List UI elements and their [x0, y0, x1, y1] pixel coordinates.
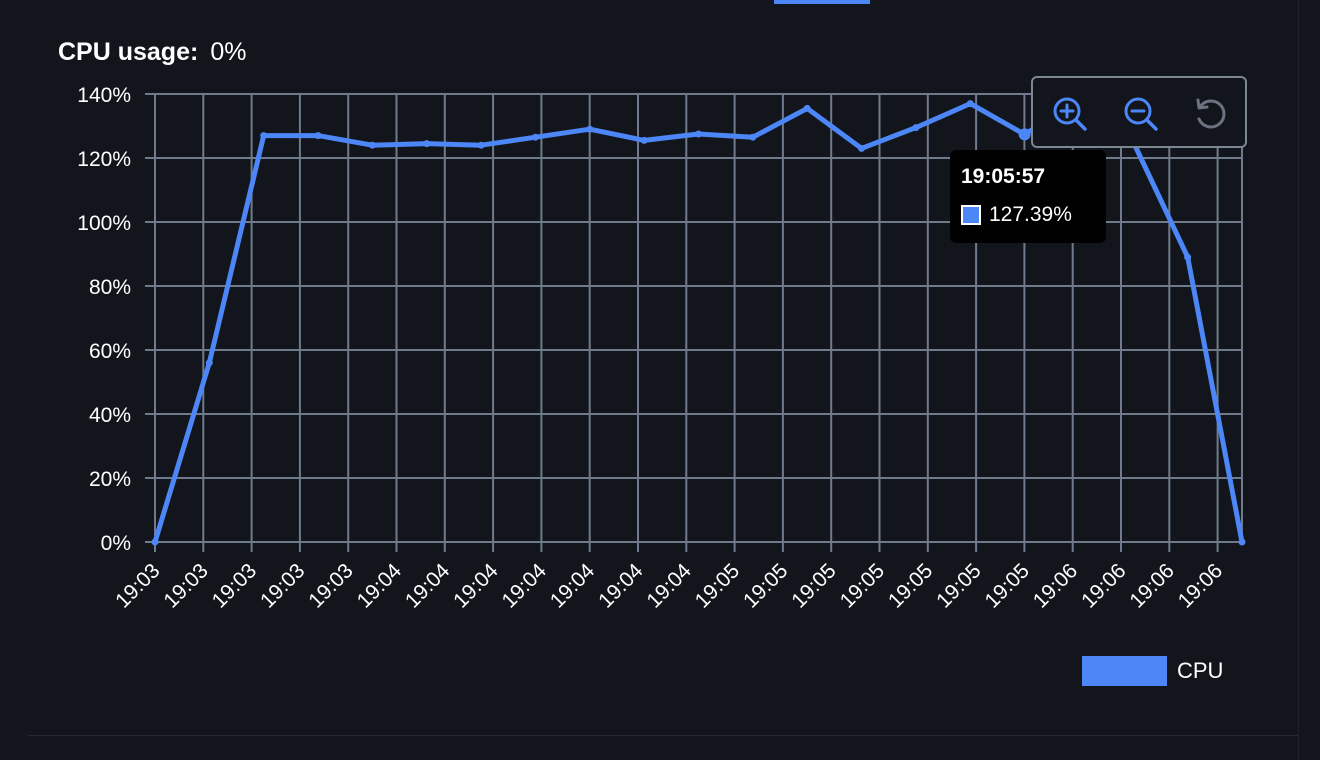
y-tick-label: 20%: [89, 468, 131, 491]
data-point[interactable]: [151, 538, 159, 546]
reset-icon: [1196, 98, 1226, 129]
x-tick-label: 19:05: [981, 559, 1034, 612]
data-point[interactable]: [531, 133, 539, 141]
x-tick-label: 19:03: [111, 559, 164, 612]
x-tick-label: 19:03: [159, 559, 212, 612]
data-point[interactable]: [1184, 253, 1192, 261]
data-point[interactable]: [477, 141, 485, 149]
zoom-out-button[interactable]: [1121, 94, 1161, 134]
data-point[interactable]: [695, 130, 702, 138]
y-axis-labels: 0% 20% 40% 60% 80% 100% 120% 140%: [77, 84, 131, 555]
x-tick-label: 19:06: [1174, 559, 1227, 612]
panel-divider: [1298, 0, 1299, 760]
x-tick-label: 19:04: [546, 559, 600, 613]
y-tick-label: 80%: [89, 276, 131, 299]
zoom-in-button[interactable]: [1050, 94, 1090, 134]
reset-zoom-button[interactable]: [1191, 94, 1231, 134]
cpu-series-points: [151, 96, 1246, 546]
zoom-in-icon: [1053, 97, 1087, 131]
cpu-usage-value: 0%: [210, 38, 247, 66]
tooltip-series-swatch: [961, 205, 981, 225]
y-tick-label: 0%: [101, 532, 131, 555]
data-point[interactable]: [1238, 538, 1246, 546]
data-point[interactable]: [640, 136, 648, 144]
data-point[interactable]: [205, 359, 213, 367]
y-tick-label: 60%: [89, 340, 131, 363]
x-tick-label: 19:06: [1029, 559, 1082, 612]
data-point[interactable]: [803, 104, 811, 112]
data-point[interactable]: [1018, 128, 1031, 141]
x-tick-label: 19:03: [208, 559, 261, 612]
x-tick-label: 19:03: [304, 559, 357, 612]
data-point[interactable]: [749, 133, 757, 141]
x-tick-label: 19:04: [594, 559, 648, 613]
x-axis-labels: 19:0319:0319:0319:0319:0319:0419:0419:04…: [111, 559, 1227, 613]
x-tick-label: 19:04: [642, 559, 696, 613]
cpu-usage-label: CPU usage:: [58, 38, 199, 66]
chart-tooltip: 19:05:57 127.39%: [950, 150, 1106, 243]
y-tick-label: 120%: [77, 148, 131, 171]
legend-label-cpu[interactable]: CPU: [1177, 658, 1224, 683]
data-point[interactable]: [586, 125, 594, 133]
data-point[interactable]: [966, 100, 974, 108]
tooltip-time: 19:05:57: [961, 165, 1046, 188]
y-tick-label: 140%: [77, 84, 131, 107]
x-tick-label: 19:03: [256, 559, 309, 612]
data-point[interactable]: [858, 144, 866, 152]
y-tick-label: 40%: [89, 404, 131, 427]
x-tick-label: 19:05: [739, 559, 792, 612]
zoom-out-icon: [1124, 97, 1158, 131]
x-tick-label: 19:05: [691, 559, 744, 612]
tooltip-value: 127.39%: [989, 203, 1072, 226]
x-tick-label: 19:04: [353, 559, 407, 613]
data-point[interactable]: [912, 124, 920, 132]
x-tick-label: 19:05: [836, 559, 889, 612]
x-tick-label: 19:06: [1077, 559, 1130, 612]
x-tick-label: 19:04: [401, 559, 455, 613]
data-point[interactable]: [423, 140, 431, 148]
x-tick-label: 19:04: [498, 559, 552, 613]
data-point[interactable]: [314, 132, 322, 140]
legend-swatch-cpu[interactable]: [1082, 656, 1167, 686]
active-tab-indicator[interactable]: [774, 0, 870, 4]
x-tick-label: 19:05: [787, 559, 840, 612]
zoom-toolbar: [1031, 76, 1247, 148]
data-point[interactable]: [260, 132, 268, 140]
y-tick-label: 100%: [77, 212, 131, 235]
x-tick-label: 19:06: [1125, 559, 1178, 612]
x-tick-label: 19:04: [449, 559, 503, 613]
x-tick-label: 19:05: [884, 559, 937, 612]
cpu-usage-header: CPU usage: 0%: [58, 38, 246, 67]
x-tick-label: 19:05: [932, 559, 985, 612]
section-divider: [28, 735, 1298, 736]
data-point[interactable]: [368, 141, 376, 149]
